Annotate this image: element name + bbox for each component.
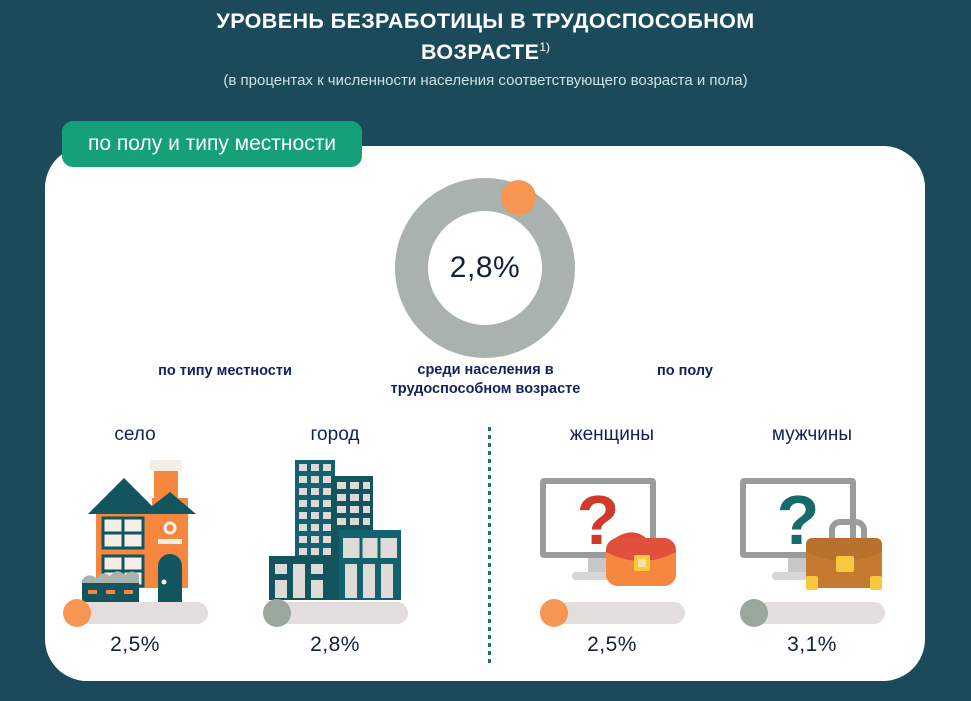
item-label: мужчины — [771, 424, 853, 445]
item-label: село — [114, 424, 156, 445]
donut-center: 2,8% — [428, 211, 542, 325]
value-bar — [539, 599, 685, 627]
bar-knob — [739, 599, 768, 627]
house-icon — [35, 452, 235, 602]
donut-value: 2,8% — [449, 251, 521, 284]
item-label: город — [310, 424, 360, 445]
monitor-handbag-icon: ? — [512, 452, 712, 602]
item-value: 2,5% — [110, 633, 160, 656]
item-selo: село — [35, 424, 235, 657]
section-header-by-sex: по полу — [657, 363, 713, 379]
item-value: 2,5% — [587, 633, 637, 656]
tab-label: по полу и типу местности — [88, 132, 337, 155]
item-value: 3,1% — [787, 633, 837, 656]
donut-marker-dot — [501, 180, 536, 215]
header: УРОВЕНЬ БЕЗРАБОТИЦЫ В ТРУДОСПОСОБНОМ ВОЗ… — [0, 8, 971, 90]
title-footnote-marker: 1) — [539, 40, 550, 54]
bar-knob — [539, 599, 568, 627]
value-bar — [262, 599, 408, 627]
bar-knob — [262, 599, 291, 627]
value-bar — [739, 599, 885, 627]
item-men: мужчины ? 3,1% — [712, 424, 912, 657]
donut-caption: среди населения в трудоспособном возраст… — [390, 362, 581, 397]
item-label: женщины — [569, 424, 655, 445]
section-divider — [488, 427, 491, 667]
donut-chart: 2,8% — [395, 178, 575, 358]
page-title: УРОВЕНЬ БЕЗРАБОТИЦЫ В ТРУДОСПОСОБНОМ ВОЗ… — [0, 8, 971, 65]
value-bar — [62, 599, 208, 627]
monitor-briefcase-icon: ? — [712, 452, 912, 602]
tab-by-sex-and-area[interactable]: по полу и типу местности — [62, 121, 363, 167]
item-women: женщины ? 2,5% — [512, 424, 712, 657]
item-value: 2,8% — [310, 633, 360, 656]
city-buildings-icon — [235, 452, 435, 602]
page-title-text: УРОВЕНЬ БЕЗРАБОТИЦЫ В ТРУДОСПОСОБНОМ ВОЗ… — [216, 9, 755, 65]
section-header-by-area: по типу местности — [158, 363, 292, 379]
item-gorod: город — [235, 424, 435, 657]
bar-knob — [62, 599, 91, 627]
page-subtitle: (в процентах к численности населения соо… — [223, 72, 748, 90]
